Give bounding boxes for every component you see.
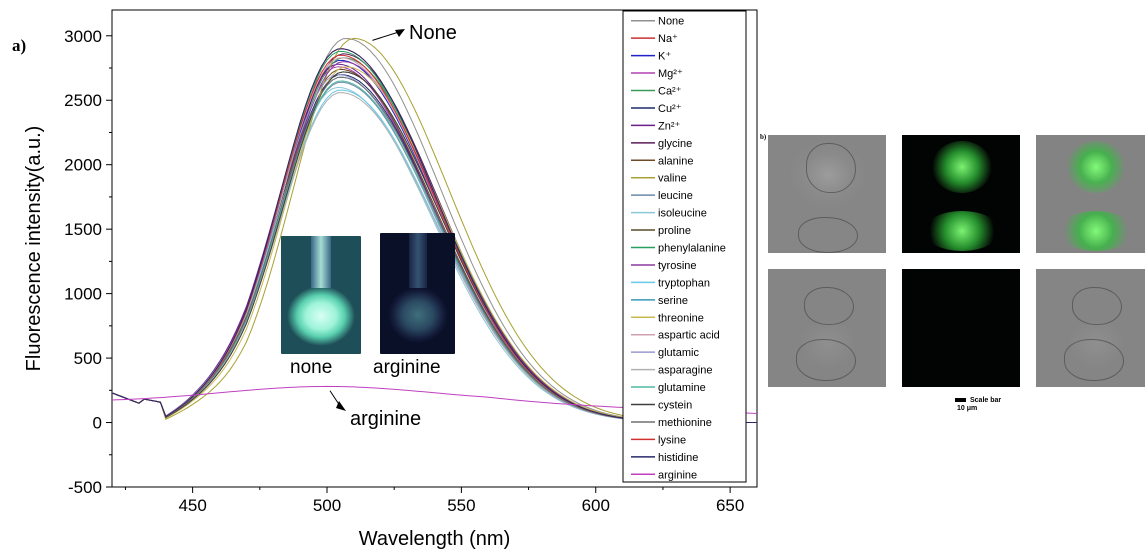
y-tick-label: 2000 — [64, 156, 102, 175]
legend-entry: glutamic — [658, 347, 699, 359]
micrograph-merged-bottom — [1036, 269, 1145, 387]
panel-label-a: a) — [12, 36, 27, 55]
legend-entry: threonine — [658, 312, 704, 324]
legend-entry: Cu²⁺ — [658, 103, 682, 115]
x-tick-label: 650 — [716, 496, 744, 515]
photo-label-none: none — [290, 357, 333, 378]
legend-entry: arginine — [658, 469, 697, 481]
y-tick-label: 3000 — [64, 27, 102, 46]
legend-entry: cystein — [658, 400, 692, 412]
scale-bar-label: Scale bar — [970, 397, 1002, 404]
legend-entry: asparagine — [658, 365, 712, 377]
legend-entry: K⁺ — [658, 51, 671, 63]
cell-outline — [804, 287, 854, 325]
y-axis-label: Fluorescence intensity(a.u.) — [23, 126, 45, 372]
green-fluorescence — [924, 211, 1000, 251]
fluorescence-chart: 450 500 550 600 650 -500 0 500 1000 1500 2000 2500 3… — [23, 9, 758, 550]
legend-entry: None — [658, 16, 684, 28]
annotation-arrowhead — [336, 401, 346, 411]
x-tick-label: 550 — [447, 496, 475, 515]
scale-bar-line — [955, 398, 966, 403]
y-tick-label: 2500 — [64, 91, 102, 110]
legend-entry: lysine — [658, 434, 686, 446]
cell-outline — [1064, 339, 1124, 381]
flask-neck — [311, 236, 331, 288]
x-axis-label: Wavelength (nm) — [359, 528, 511, 550]
x-tick-label: 450 — [178, 496, 206, 515]
y-tick-label: 500 — [74, 349, 102, 368]
legend-entry: tyrosine — [658, 260, 697, 272]
legend-entry: proline — [658, 225, 691, 237]
scale-bar: Scale bar — [955, 397, 1001, 404]
legend-entry: phenylalanine — [658, 243, 726, 255]
cell-outline — [796, 339, 856, 381]
legend-box — [622, 10, 747, 483]
y-tick-label: 0 — [93, 414, 102, 433]
flask-neck — [409, 233, 427, 288]
y-tick-label: -500 — [68, 478, 102, 497]
annotation-label-arginine: arginine — [350, 408, 421, 430]
legend-entry: Mg²⁺ — [658, 68, 683, 80]
cell-outline — [798, 217, 858, 253]
legend-entry: glycine — [658, 138, 692, 150]
green-fluorescence — [932, 141, 992, 193]
legend-entry: valine — [658, 173, 687, 185]
photo-label-arginine: arginine — [373, 357, 441, 378]
legend-entry: Ca²⁺ — [658, 86, 682, 98]
green-fluorescence — [1058, 211, 1134, 251]
micrograph-brightfield-bottom — [768, 269, 886, 387]
legend-entry: histidine — [658, 452, 698, 464]
green-fluorescence — [1066, 141, 1126, 193]
legend-entry: serine — [658, 295, 688, 307]
y-tick-label: 1000 — [64, 285, 102, 304]
legend-entry: Na⁺ — [658, 33, 678, 45]
x-tick-label: 500 — [313, 496, 341, 515]
legend-entry: methionine — [658, 417, 712, 429]
legend-entry: alanine — [658, 155, 693, 167]
cell-outline — [806, 143, 856, 193]
flask-photo-none — [281, 236, 361, 354]
legend-entry: glutamine — [658, 382, 706, 394]
legend-entry: Zn²⁺ — [658, 120, 681, 132]
micrograph-merged-top — [1036, 135, 1145, 253]
scale-bar-unit: 10 μm — [957, 405, 978, 412]
y-tick-label: 1500 — [64, 220, 102, 239]
micrograph-brightfield-top — [768, 135, 886, 253]
legend-entry: tryptophan — [658, 277, 710, 289]
legend-entry: aspartic acid — [658, 330, 720, 342]
annotation-arrowhead — [395, 29, 405, 37]
plot-frame — [111, 9, 758, 488]
annotation-label-none: None — [409, 22, 457, 44]
flask-photo-arginine — [380, 233, 455, 354]
x-tick-label: 600 — [582, 496, 610, 515]
panel-label-b: b) — [760, 133, 767, 141]
legend-entry: isoleucine — [658, 208, 707, 220]
micrograph-fluorescence-bottom — [902, 269, 1020, 387]
micrograph-fluorescence-top — [902, 135, 1020, 253]
legend-entry: leucine — [658, 190, 693, 202]
cell-outline — [1072, 287, 1122, 325]
